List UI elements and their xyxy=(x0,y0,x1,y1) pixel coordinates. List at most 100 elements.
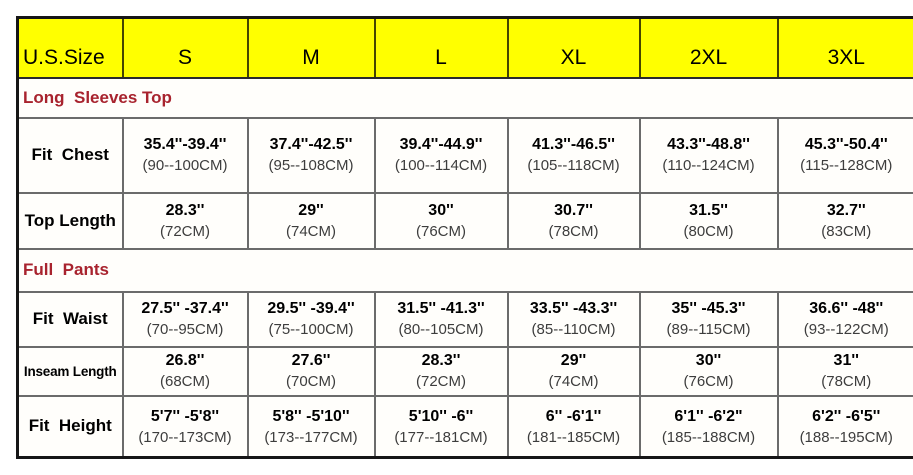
cell-height-s: 5'7'' -5'8'' (170--173CM) xyxy=(123,396,248,458)
cm-value: (80CM) xyxy=(641,222,777,242)
table-row-inseam-length: Inseam Length 26.8'' (68CM) 27.6'' (70CM… xyxy=(18,347,913,396)
cell-chest-m: 37.4''-42.5'' (95--108CM) xyxy=(248,118,375,193)
cell-toplength-xl: 30.7'' (78CM) xyxy=(508,193,640,249)
table-row-fit-height: Fit Height 5'7'' -5'8'' (170--173CM) 5'8… xyxy=(18,396,913,458)
inches-value: 6'2'' -6'5'' xyxy=(779,405,913,428)
cell-inseam-2xl: 30'' (76CM) xyxy=(640,347,778,396)
inches-value: 41.3''-46.5'' xyxy=(509,133,639,156)
inches-value: 30'' xyxy=(641,349,777,372)
cm-value: (85--110CM) xyxy=(509,320,639,340)
cell-waist-l: 31.5'' -41.3'' (80--105CM) xyxy=(375,292,508,347)
size-header-l: L xyxy=(375,18,508,78)
cm-value: (75--100CM) xyxy=(249,320,374,340)
cell-toplength-l: 30'' (76CM) xyxy=(375,193,508,249)
cm-value: (72CM) xyxy=(124,222,247,242)
inches-value: 29'' xyxy=(509,349,639,372)
inches-value: 26.8'' xyxy=(124,349,247,372)
cm-value: (83CM) xyxy=(779,222,913,242)
inches-value: 29'' xyxy=(249,199,374,222)
cm-value: (170--173CM) xyxy=(124,428,247,448)
inches-value: 5'8'' -5'10'' xyxy=(249,405,374,428)
cm-value: (76CM) xyxy=(376,222,507,242)
cell-waist-m: 29.5'' -39.4'' (75--100CM) xyxy=(248,292,375,347)
cell-toplength-3xl: 32.7'' (83CM) xyxy=(778,193,913,249)
cm-value: (110--124CM) xyxy=(641,156,777,176)
row-label-fit-chest: Fit Chest xyxy=(18,118,123,193)
size-header-m: M xyxy=(248,18,375,78)
cm-value: (100--114CM) xyxy=(376,156,507,176)
cm-value: (89--115CM) xyxy=(641,320,777,340)
cm-value: (74CM) xyxy=(509,372,639,392)
cm-value: (78CM) xyxy=(779,372,913,392)
section-title-full-pants: Full Pants xyxy=(18,249,913,292)
row-label-fit-waist: Fit Waist xyxy=(18,292,123,347)
cell-waist-xl: 33.5'' -43.3'' (85--110CM) xyxy=(508,292,640,347)
size-header-2xl: 2XL xyxy=(640,18,778,78)
cell-height-xl: 6'' -6'1'' (181--185CM) xyxy=(508,396,640,458)
cell-waist-3xl: 36.6'' -48'' (93--122CM) xyxy=(778,292,913,347)
inches-value: 45.3''-50.4'' xyxy=(779,133,913,156)
table-row-top-length: Top Length 28.3'' (72CM) 29'' (74CM) 30'… xyxy=(18,193,913,249)
inches-value: 39.4''-44.9'' xyxy=(376,133,507,156)
cm-value: (181--185CM) xyxy=(509,428,639,448)
cm-value: (70CM) xyxy=(249,372,374,392)
inches-value: 29.5'' -39.4'' xyxy=(249,297,374,320)
cm-value: (68CM) xyxy=(124,372,247,392)
size-header-s: S xyxy=(123,18,248,78)
cell-height-m: 5'8'' -5'10'' (173--177CM) xyxy=(248,396,375,458)
cell-chest-s: 35.4''-39.4'' (90--100CM) xyxy=(123,118,248,193)
inches-value: 6'' -6'1'' xyxy=(509,405,639,428)
inches-value: 43.3''-48.8'' xyxy=(641,133,777,156)
inches-value: 35.4''-39.4'' xyxy=(124,133,247,156)
header-row: U.S.Size S M L XL 2XL 3XL xyxy=(18,18,913,78)
cell-chest-l: 39.4''-44.9'' (100--114CM) xyxy=(375,118,508,193)
inches-value: 36.6'' -48'' xyxy=(779,297,913,320)
inches-value: 35'' -45.3'' xyxy=(641,297,777,320)
size-header-xl: XL xyxy=(508,18,640,78)
cell-chest-3xl: 45.3''-50.4'' (115--128CM) xyxy=(778,118,913,193)
row-label-fit-height: Fit Height xyxy=(18,396,123,458)
table-row-fit-waist: Fit Waist 27.5'' -37.4'' (70--95CM) 29.5… xyxy=(18,292,913,347)
section-row-long-sleeves-top: Long Sleeves Top xyxy=(18,78,913,118)
cm-value: (74CM) xyxy=(249,222,374,242)
cm-value: (188--195CM) xyxy=(779,428,913,448)
cm-value: (76CM) xyxy=(641,372,777,392)
inches-value: 32.7'' xyxy=(779,199,913,222)
inches-value: 37.4''-42.5'' xyxy=(249,133,374,156)
cell-toplength-2xl: 31.5'' (80CM) xyxy=(640,193,778,249)
cell-inseam-xl: 29'' (74CM) xyxy=(508,347,640,396)
cell-waist-s: 27.5'' -37.4'' (70--95CM) xyxy=(123,292,248,347)
inches-value: 6'1'' -6'2" xyxy=(641,405,777,428)
inches-value: 28.3'' xyxy=(376,349,507,372)
cm-value: (72CM) xyxy=(376,372,507,392)
inches-value: 31'' xyxy=(779,349,913,372)
cm-value: (105--118CM) xyxy=(509,156,639,176)
inches-value: 33.5'' -43.3'' xyxy=(509,297,639,320)
inches-value: 5'7'' -5'8'' xyxy=(124,405,247,428)
inches-value: 31.5'' xyxy=(641,199,777,222)
cell-height-3xl: 6'2'' -6'5'' (188--195CM) xyxy=(778,396,913,458)
inches-value: 28.3'' xyxy=(124,199,247,222)
cm-value: (177--181CM) xyxy=(376,428,507,448)
row-label-inseam-length: Inseam Length xyxy=(18,347,123,396)
cell-chest-2xl: 43.3''-48.8'' (110--124CM) xyxy=(640,118,778,193)
cell-toplength-m: 29'' (74CM) xyxy=(248,193,375,249)
section-row-full-pants: Full Pants xyxy=(18,249,913,292)
inches-value: 31.5'' -41.3'' xyxy=(376,297,507,320)
cell-toplength-s: 28.3'' (72CM) xyxy=(123,193,248,249)
cm-value: (173--177CM) xyxy=(249,428,374,448)
cm-value: (93--122CM) xyxy=(779,320,913,340)
row-label-top-length: Top Length xyxy=(18,193,123,249)
cell-chest-xl: 41.3''-46.5'' (105--118CM) xyxy=(508,118,640,193)
cm-value: (185--188CM) xyxy=(641,428,777,448)
cm-value: (78CM) xyxy=(509,222,639,242)
cm-value: (80--105CM) xyxy=(376,320,507,340)
cell-height-2xl: 6'1'' -6'2" (185--188CM) xyxy=(640,396,778,458)
inches-value: 5'10'' -6'' xyxy=(376,405,507,428)
inches-value: 27.5'' -37.4'' xyxy=(124,297,247,320)
table-row-fit-chest: Fit Chest 35.4''-39.4'' (90--100CM) 37.4… xyxy=(18,118,913,193)
cm-value: (115--128CM) xyxy=(779,156,913,176)
cell-inseam-l: 28.3'' (72CM) xyxy=(375,347,508,396)
inches-value: 30.7'' xyxy=(509,199,639,222)
inches-value: 30'' xyxy=(376,199,507,222)
